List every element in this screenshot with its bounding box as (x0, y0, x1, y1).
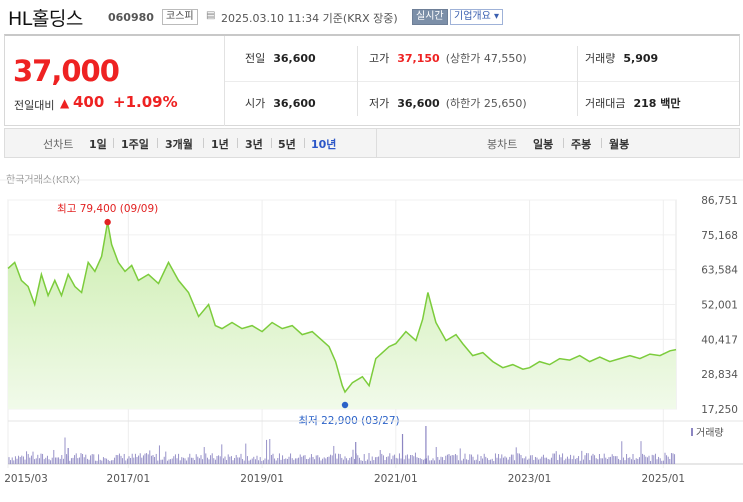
period-selector: 선차트 1일 1주일 3개월 1년 3년 5년 10년 봉차트 일봉 주봉 월봉 (4, 128, 740, 158)
clock-icon: ▤ (206, 10, 216, 21)
column-divider (577, 46, 578, 116)
y-tick-label: 28,834 (701, 369, 738, 381)
period-1w[interactable]: 1주일 (121, 138, 149, 151)
chart-svg: 86,751 75,168 63,584 52,001 40,417 28,834 17,2… (0, 179, 743, 485)
low-price: 저가 36,600 (하한가 25,650) (369, 97, 527, 110)
current-price-box: 37,000 전일대비 ▲ 400 +1.09% (5, 36, 225, 126)
period-10y[interactable]: 10년 (311, 138, 337, 151)
period-1d[interactable]: 1일 (89, 138, 107, 151)
period-3y[interactable]: 3년 (245, 138, 263, 151)
price-chart: 한국거래소(KRX) 86,751 75,168 63,584 52,001 40,41… (0, 160, 743, 502)
period-5y[interactable]: 5년 (278, 138, 296, 151)
period-3m[interactable]: 3개월 (165, 138, 193, 151)
volume: 거래량 5,909 (585, 52, 659, 65)
y-tick-label: 86,751 (701, 195, 738, 207)
volume-legend-swatch (691, 428, 693, 436)
change-percent: +1.09% (113, 93, 178, 111)
high-label: 최고 79,400 (09/09) (57, 203, 158, 215)
x-tick-label: 2017/01 (107, 473, 151, 485)
x-tick-label: 2019/01 (240, 473, 284, 485)
current-price: 37,000 (13, 54, 120, 88)
company-info-button[interactable]: 기업개요 ▾ (450, 9, 503, 25)
stock-header: HL홀딩스 060980 코스피 ▤ 2025.03.10 11:34 기준(K… (0, 0, 743, 34)
y-tick-label: 75,168 (701, 230, 738, 242)
change-label: 전일대비 (14, 99, 55, 112)
high-price: 고가 37,150 (상한가 47,550) (369, 52, 527, 65)
x-tick-label: 2023/01 (508, 473, 552, 485)
price-summary: 37,000 전일대비 ▲ 400 +1.09% 전일 36,600 시가 36,6… (4, 34, 740, 126)
open-price: 시가 36,600 (245, 97, 316, 110)
x-tick-label: 2025/01 (641, 473, 685, 485)
price-line (7, 221, 677, 394)
candle-weekly[interactable]: 주봉 (571, 138, 592, 151)
quote-time: 2025.03.10 11:34 기준(KRX 장중) (221, 12, 398, 25)
candle-chart-title: 봉차트 (487, 138, 518, 151)
price-area (8, 222, 676, 409)
trade-amount: 거래대금 218 백만 (585, 97, 681, 110)
stock-name: HL홀딩스 (8, 8, 83, 30)
change-value: 400 (73, 93, 105, 111)
line-chart-title: 선차트 (43, 138, 74, 151)
live-badge: 실시간 (412, 9, 448, 25)
x-tick-label: 2015/03 (4, 473, 48, 485)
x-tick-label: 2021/01 (374, 473, 418, 485)
high-marker (104, 218, 111, 226)
column-divider (357, 46, 358, 116)
y-tick-label: 63,584 (701, 265, 738, 277)
stock-code: 060980 (108, 11, 154, 24)
line-chart-periods: 선차트 1일 1주일 3개월 1년 3년 5년 10년 (5, 129, 377, 157)
candle-monthly[interactable]: 월봉 (609, 138, 630, 151)
y-tick-label: 40,417 (701, 334, 738, 346)
period-1y[interactable]: 1년 (211, 138, 229, 151)
up-arrow-icon: ▲ (60, 96, 70, 110)
row-divider (225, 81, 739, 82)
y-tick-label: 17,250 (701, 404, 738, 416)
prev-close: 전일 36,600 (245, 52, 316, 65)
candle-daily[interactable]: 일봉 (533, 138, 554, 151)
volume-legend-label: 거래량 (696, 427, 724, 439)
market-badge: 코스피 (162, 9, 198, 25)
y-tick-label: 52,001 (701, 299, 738, 311)
low-marker (341, 401, 349, 409)
